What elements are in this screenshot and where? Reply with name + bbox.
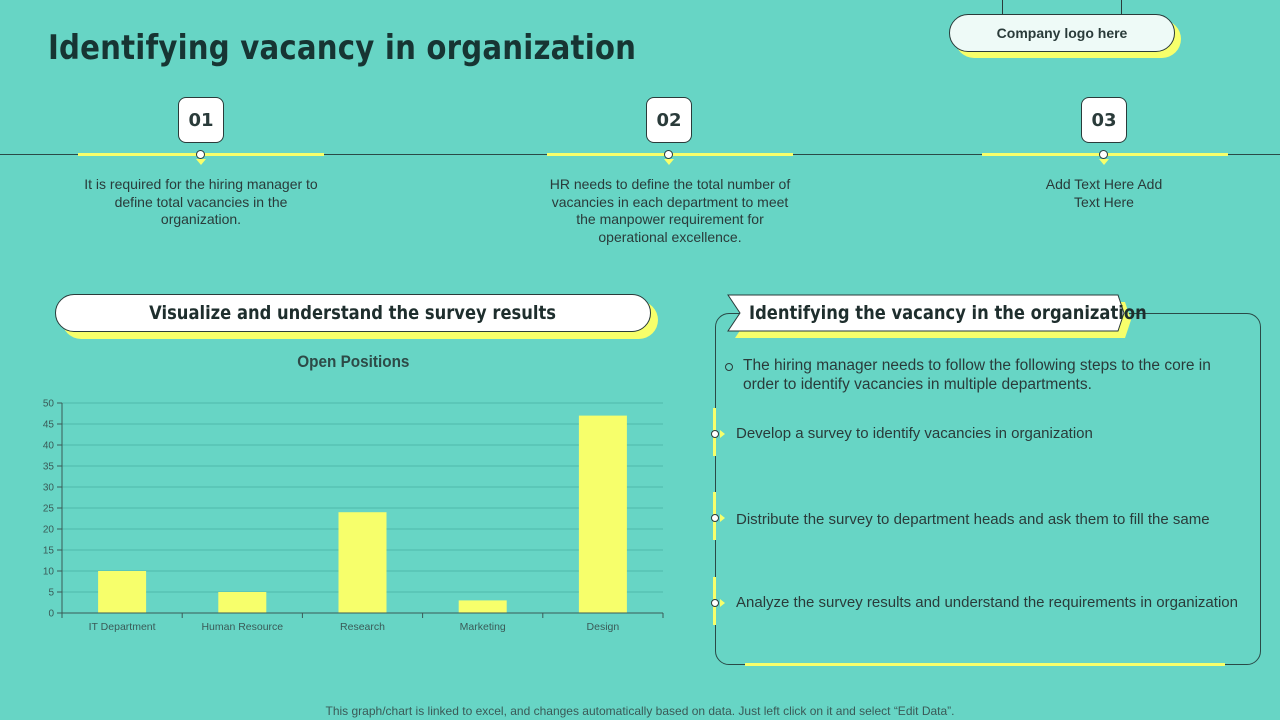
intro-bullet-icon (725, 363, 733, 371)
y-tick-label: 0 (48, 609, 54, 620)
logo-hanger-left (1002, 0, 1003, 14)
survey-results-header: Visualize and understand the survey resu… (55, 294, 651, 332)
timeline-dot-3 (1099, 150, 1108, 159)
step-arrow-icon-3 (720, 599, 725, 607)
open-positions-bar-chart: 0 5 10 15 20 25 30 35 40 45 50 IT Department Human … (43, 399, 664, 633)
banner-shape (727, 294, 1125, 332)
y-tick-label: 20 (43, 525, 55, 536)
bar-marketing[interactable] (458, 600, 507, 613)
chart-y-ticks: 0 5 10 15 20 25 30 35 40 45 50 (43, 399, 664, 620)
logo-hanger-right (1121, 0, 1122, 14)
chart-footnote: This graph/chart is linked to excel, and… (325, 704, 955, 718)
vacancy-step-2: Distribute the survey to department head… (736, 511, 1210, 528)
y-tick-label: 15 (43, 546, 55, 557)
y-tick-label: 10 (43, 567, 55, 578)
step-arrow-icon-1 (720, 430, 725, 438)
y-tick-label: 25 (43, 504, 55, 515)
step-dot-1 (711, 430, 719, 438)
x-category-label: IT Department (89, 621, 156, 633)
timeline-pointer-3 (1099, 159, 1109, 165)
panel-bottom-highlight (745, 663, 1225, 666)
step-number-3: 03 (1081, 97, 1127, 143)
x-category-label: Design (587, 621, 620, 633)
y-tick-label: 30 (43, 483, 55, 494)
x-category-label: Research (340, 621, 385, 633)
vacancy-header-text: Identifying the vacancy in the organizat… (749, 302, 1147, 324)
y-tick-label: 45 (43, 420, 55, 431)
vacancy-step-1: Develop a survey to identify vacancies i… (736, 425, 1093, 442)
chart-title-text: Open Positions (296, 352, 410, 371)
timeline-pointer-2 (664, 159, 674, 165)
bar-design[interactable] (578, 415, 627, 613)
step-number-2: 02 (646, 97, 692, 143)
vacancy-header-banner (727, 294, 1131, 338)
bar-human-resource[interactable] (218, 592, 267, 613)
y-tick-label: 40 (43, 441, 55, 452)
step-number-1: 01 (178, 97, 224, 143)
bar-it-department[interactable] (98, 571, 147, 613)
step-description-1: It is required for the hiring manager to… (84, 176, 318, 227)
x-category-label: Human Resource (201, 621, 283, 633)
vacancy-step-3: Analyze the survey results and understan… (736, 594, 1238, 611)
step-description-3: Add Text Here Add Text Here (1045, 176, 1163, 210)
y-tick-label: 35 (43, 462, 55, 473)
timeline-pointer-1 (196, 159, 206, 165)
company-logo-placeholder[interactable]: Company logo here (949, 14, 1175, 52)
chart-x-labels: IT Department Human Resource Research Marke… (89, 621, 620, 633)
step-dot-3 (711, 599, 719, 607)
step-dot-2 (711, 514, 719, 522)
vacancy-header-label: Identifying the vacancy in the organizat… (749, 302, 1147, 324)
chart-title: Open Positions (180, 352, 526, 372)
page-title: Identifying vacancy in organization (48, 28, 637, 68)
bar-research[interactable] (338, 512, 387, 613)
timeline-dot-2 (664, 150, 673, 159)
x-category-label: Marketing (460, 621, 506, 633)
chart-bars (98, 415, 627, 613)
y-tick-label: 5 (48, 588, 54, 599)
survey-results-header-text: Visualize and understand the survey resu… (149, 302, 557, 324)
timeline-dot-1 (196, 150, 205, 159)
y-tick-label: 50 (43, 399, 55, 410)
intro-text: The hiring manager needs to follow the f… (743, 357, 1211, 393)
step-arrow-icon-2 (720, 514, 725, 522)
step-description-2: HR needs to define the total number of v… (549, 176, 791, 245)
